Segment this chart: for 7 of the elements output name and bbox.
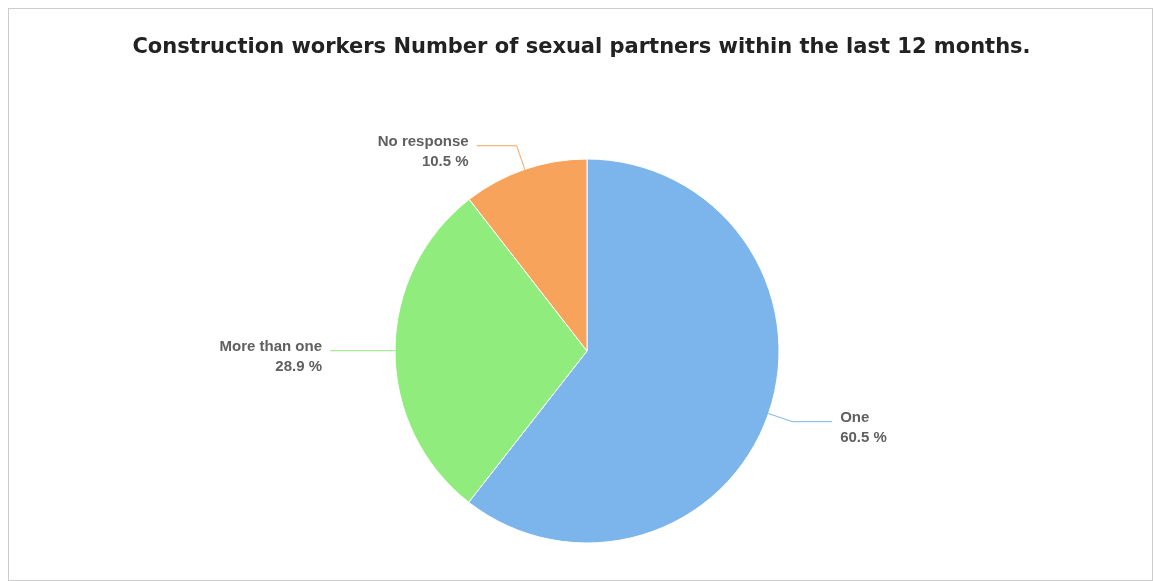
slice-label: No response [377,131,469,149]
slice-label: One [840,407,870,425]
data-label: 60.5 % [840,427,887,445]
data-label: 10.5 % [421,151,469,169]
chart-title: Construction workers Number of sexual partners within the last 12 months. [131,33,1032,60]
data-label: 28.9 % [275,356,322,374]
slice-label: More than one [219,336,322,354]
